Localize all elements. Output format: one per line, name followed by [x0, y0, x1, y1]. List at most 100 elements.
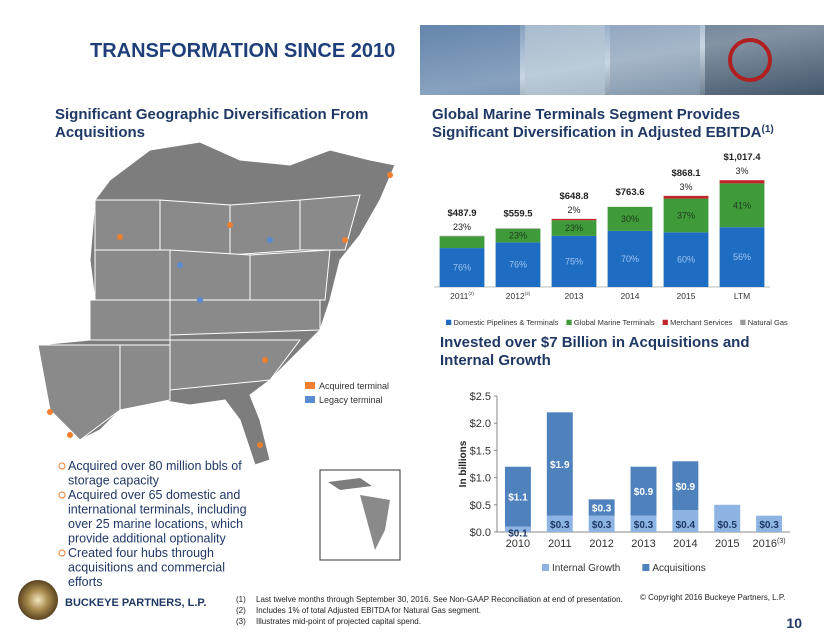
y-tick-label: $2.0: [470, 418, 491, 430]
data-label: 70%: [621, 254, 639, 264]
data-label: $0.9: [634, 487, 654, 498]
x-tick-label: 2015: [715, 538, 739, 550]
legend-swatch: [662, 319, 668, 325]
category-note: (2): [468, 291, 474, 296]
category: 2013: [631, 538, 655, 550]
data-label: 37%: [677, 210, 695, 220]
data-label: 60%: [677, 255, 695, 265]
section-heading: Significant Diversification in Adjusted …: [432, 124, 774, 141]
legend-swatch: [446, 319, 452, 325]
footnote-text: Illustrates mid-point of projected capit…: [256, 617, 421, 626]
bullet-text: international terminals, including: [68, 503, 247, 517]
data-label: $0.5: [717, 520, 737, 531]
category-note: (2): [525, 291, 531, 296]
category: 2013: [565, 291, 584, 301]
y-tick-label: $2.5: [470, 391, 491, 403]
legend-label: Domestic Pipelines & Terminals: [454, 318, 559, 327]
category: 2012: [506, 291, 525, 301]
category-note: (3): [777, 538, 786, 545]
data-label: $0.3: [592, 504, 612, 515]
x-tick-label: LTM: [734, 291, 750, 301]
footnote-text: Includes 1% of total Adjusted EBITDA for…: [256, 606, 481, 615]
x-tick-label: 2014: [673, 538, 697, 550]
legend-swatch: [566, 319, 572, 325]
data-label: 56%: [733, 252, 751, 262]
bar-segment: [546, 515, 573, 532]
category: 2016: [753, 538, 777, 550]
copyright: © Copyright 2016 Buckeye Partners, L.P.: [640, 593, 785, 602]
bar-segment: [495, 228, 541, 243]
legend-swatch: [642, 564, 650, 571]
data-label: $0.3: [592, 520, 612, 531]
total-label: $648.8: [559, 191, 588, 202]
section-heading: Global Marine Terminals Segment Provides: [432, 106, 740, 123]
category: 2010: [506, 538, 530, 550]
bar-segment: [439, 248, 485, 287]
logo-text: BUCKEYE PARTNERS, L.P.: [65, 597, 206, 609]
bullet-list: Acquired over 80 million bbls ofstorage …: [58, 459, 247, 589]
x-tick-label: 2011: [548, 538, 572, 550]
legend-label: Merchant Services: [670, 318, 732, 327]
total-label: $559.5: [503, 208, 533, 219]
bar-segment: [546, 412, 573, 516]
x-tick-label: 2012(2): [506, 291, 531, 301]
legend-label: Legacy terminal: [319, 395, 383, 405]
category: 2015: [715, 538, 739, 550]
ebitda-chart: 76%23%$487.92011(2)76%23%$559.52012(2)75…: [434, 152, 788, 327]
category: LTM: [734, 291, 750, 301]
section-heading: Internal Growth: [440, 352, 551, 369]
bar-segment: [551, 235, 597, 287]
section-heading: Significant Geographic Diversification F…: [55, 106, 368, 123]
category: 2015: [677, 291, 696, 301]
y-tick-label: $1.5: [470, 445, 491, 457]
x-tick-label: 2012: [589, 538, 613, 550]
photo-strip: [420, 25, 824, 95]
x-tick-label: 2011(2): [450, 291, 474, 301]
total-label: $1,017.4: [724, 152, 762, 163]
bullet-text: Created four hubs through: [68, 546, 214, 560]
category: 2014: [673, 538, 697, 550]
bullet-text: acquisitions and commercial: [68, 561, 225, 575]
x-tick-label: 2014: [621, 291, 640, 301]
bar-segment: [630, 515, 657, 532]
data-label: $0.9: [676, 482, 696, 493]
page-title: TRANSFORMATION SINCE 2010: [90, 40, 395, 62]
y-tick-label: $0.0: [470, 527, 491, 539]
legend-swatch: [542, 564, 549, 571]
y-tick-label: $1.0: [470, 473, 491, 485]
legend-label: Internal Growth: [552, 563, 620, 574]
bar-segment: [756, 515, 783, 532]
bar-segment: [630, 466, 657, 516]
legend-label: Natural Gas: [748, 318, 788, 327]
bar-segment: [663, 232, 709, 287]
section-heading: Invested over $7 Billion in Acquisitions…: [440, 334, 750, 351]
total-label: $763.6: [615, 187, 644, 198]
logo: BUCKEYE PARTNERS, L.P.: [18, 580, 206, 620]
x-tick-label: 2015: [677, 291, 696, 301]
legend-label: Acquired terminal: [319, 381, 389, 391]
bar-segment: [672, 461, 699, 511]
y-tick-label: $0.5: [470, 500, 491, 512]
heading-text: Significant Diversification in Adjusted …: [432, 124, 762, 141]
map-markers: [47, 172, 393, 448]
bar-segment: [439, 236, 485, 249]
footnotes: (1) Last twelve months through September …: [236, 595, 623, 626]
category: 2011: [450, 291, 469, 301]
bar-segment: [495, 242, 541, 287]
caribbean-inset: [319, 469, 401, 561]
total-label: $487.9: [447, 208, 476, 219]
bar-segment: [607, 206, 653, 231]
total-label: $868.1: [671, 168, 701, 179]
bullet-marker: [58, 549, 66, 557]
data-label: 41%: [733, 200, 751, 210]
x-tick-label: 2016(3): [753, 538, 786, 550]
category: 2014: [621, 291, 640, 301]
data-label: 3%: [679, 182, 692, 192]
bullet-marker: [58, 462, 66, 470]
bar-segment: [504, 466, 531, 527]
footnote-text: Last twelve months through September 30,…: [256, 595, 623, 604]
data-label: 2%: [567, 205, 580, 215]
bar-segment: [504, 526, 531, 532]
y-axis-label: In billions: [458, 440, 469, 487]
